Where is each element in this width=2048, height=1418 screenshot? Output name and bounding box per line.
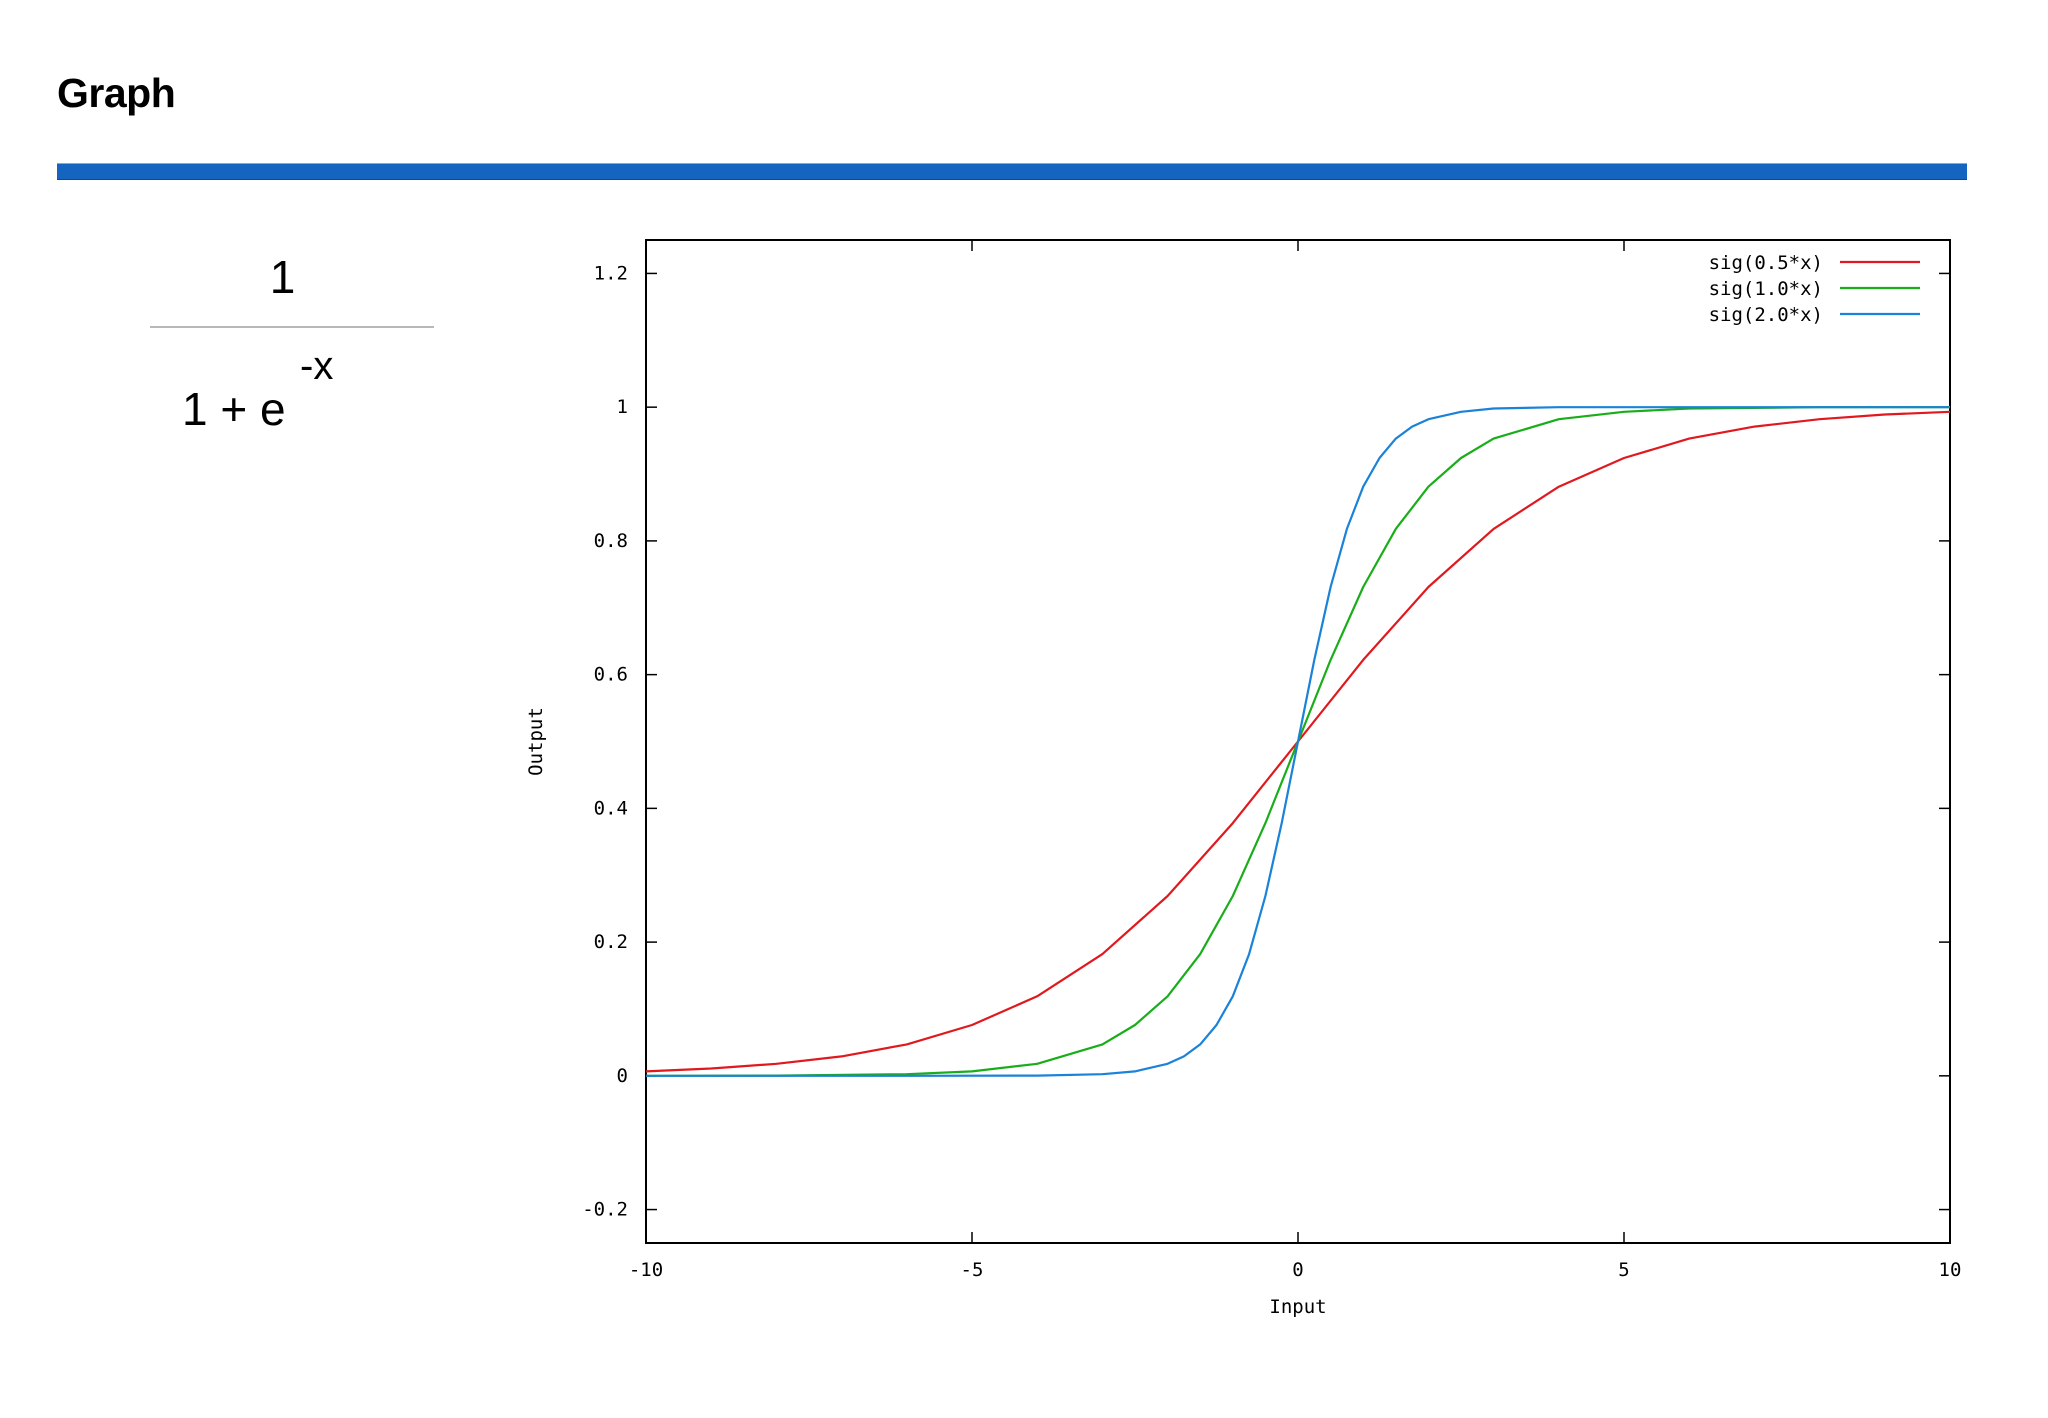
y-tick-label: 0 — [617, 1065, 628, 1087]
y-axis-label: Output — [525, 707, 547, 776]
y-tick-label: 1.2 — [594, 262, 628, 284]
formula-fraction-line — [150, 326, 434, 328]
x-tick-label: -5 — [961, 1259, 984, 1281]
legend-label: sig(0.5*x) — [1709, 252, 1823, 274]
y-tick-label: -0.2 — [582, 1199, 628, 1221]
formula-exponent: -x — [300, 344, 334, 388]
y-tick-label: 1 — [617, 396, 628, 418]
legend-label: sig(2.0*x) — [1709, 304, 1823, 326]
legend-label: sig(1.0*x) — [1709, 278, 1823, 300]
series-line-3 — [646, 406, 1950, 1077]
y-tick-label: 0.8 — [594, 530, 628, 552]
x-tick-label: 10 — [1939, 1259, 1962, 1281]
header-divider-bar — [57, 163, 1967, 180]
y-tick-label: 0.6 — [594, 664, 628, 686]
x-tick-label: 5 — [1618, 1259, 1629, 1281]
x-axis-label: Input — [1269, 1296, 1326, 1318]
y-tick-label: 0.2 — [594, 931, 628, 953]
x-tick-label: 0 — [1292, 1259, 1303, 1281]
formula-denominator: 1 + e — [182, 383, 286, 435]
x-tick-label: -10 — [629, 1259, 663, 1281]
page-title: Graph — [57, 70, 176, 116]
y-tick-label: 0.4 — [594, 797, 628, 819]
formula-numerator: 1 — [269, 251, 296, 303]
sigmoid-formula: 1 1 + e -x — [140, 240, 440, 440]
